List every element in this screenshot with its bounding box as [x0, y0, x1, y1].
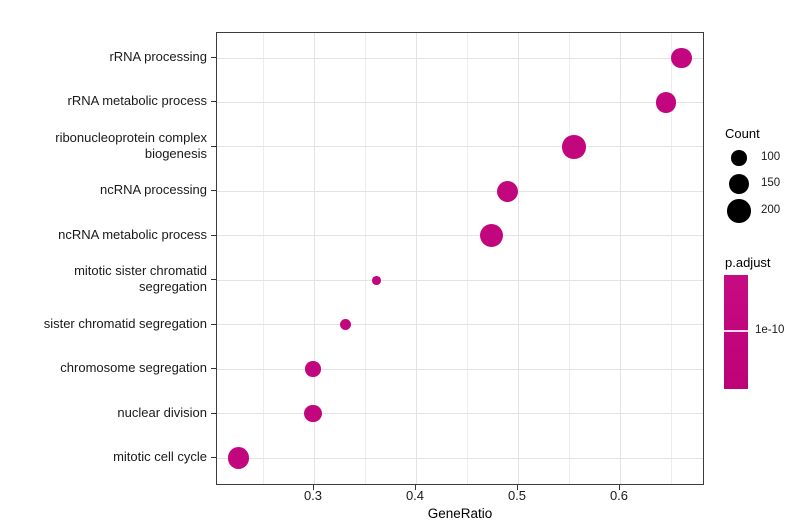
x-tick-mark	[415, 485, 416, 490]
data-point	[655, 92, 677, 113]
x-tick-mark	[517, 485, 518, 490]
y-axis-label: mitotic sister chromatid segregation	[74, 263, 207, 295]
colorbar-tick-label: 1e-10	[755, 323, 785, 336]
y-axis-label: rRNA metabolic process	[67, 93, 207, 109]
y-axis-labels: rRNA processing rRNA metabolic process rib…	[0, 32, 211, 485]
gridline-category	[217, 413, 703, 415]
count-legend-title: Count	[725, 126, 760, 141]
count-legend-circle	[731, 150, 747, 166]
count-legend-circle	[727, 199, 751, 223]
y-tick-mark	[211, 190, 216, 192]
gridline-category	[217, 279, 703, 281]
gridline-category	[217, 235, 703, 237]
y-axis-label: ncRNA processing	[100, 182, 207, 198]
padjust-colorbar	[724, 275, 748, 389]
data-point	[670, 47, 692, 69]
gridline-minor	[670, 33, 672, 484]
y-tick-mark	[211, 412, 216, 414]
gridline-category	[217, 146, 703, 148]
gridline-minor	[364, 33, 366, 484]
data-point	[227, 447, 250, 469]
y-axis-label: sister chromatid segregation	[43, 315, 207, 331]
y-tick-mark	[211, 101, 216, 103]
y-axis-label: nuclear division	[117, 404, 207, 420]
x-tick-mark	[313, 485, 314, 490]
gridline-minor	[262, 33, 264, 484]
gridline-major	[415, 33, 417, 484]
gridline-minor	[568, 33, 570, 484]
count-legend-value: 150	[761, 177, 781, 189]
gridline-minor	[466, 33, 468, 484]
gridline-major	[517, 33, 519, 484]
data-point	[562, 135, 586, 159]
count-legend-value: 200	[761, 204, 781, 216]
y-tick-mark	[211, 323, 216, 325]
y-tick-mark	[211, 234, 216, 236]
count-legend-value: 100	[761, 151, 781, 163]
gridline-category	[217, 324, 703, 326]
y-axis-label: chromosome segregation	[60, 360, 207, 376]
data-point	[497, 180, 519, 203]
data-point	[479, 224, 504, 248]
gridline-category	[217, 57, 703, 59]
data-point	[339, 318, 352, 331]
gridline-major	[619, 33, 621, 484]
colorbar-tick-mark	[724, 329, 748, 332]
y-axis-label: rRNA processing	[109, 49, 207, 64]
gridline-major	[313, 33, 315, 484]
y-tick-mark	[211, 145, 216, 147]
data-point	[305, 361, 321, 377]
y-axis-label: ncRNA metabolic process	[58, 226, 207, 242]
data-point	[304, 404, 322, 423]
gridline-category	[217, 101, 703, 103]
x-tick-mark	[619, 485, 620, 490]
plot-panel	[216, 32, 704, 485]
y-tick-mark	[211, 457, 216, 459]
gridline-category	[217, 368, 703, 370]
x-tick-label: 0.5	[507, 488, 527, 503]
padjust-legend-title: p.adjust	[725, 255, 771, 270]
y-tick-mark	[211, 57, 216, 58]
count-legend-circle	[728, 173, 749, 194]
x-axis-title: GeneRatio	[427, 506, 493, 521]
x-tick-label: 0.4	[405, 488, 425, 503]
x-tick-label: 0.3	[303, 488, 323, 503]
y-tick-mark	[211, 279, 216, 281]
gridline-category	[217, 190, 703, 192]
x-tick-label: 0.6	[609, 488, 629, 503]
data-point	[371, 275, 381, 285]
y-tick-mark	[211, 368, 216, 370]
y-axis-label: mitotic cell cycle	[113, 449, 207, 465]
gridline-category	[217, 457, 703, 459]
y-axis-label: ribonucleoprotein complex biogenesis	[55, 129, 207, 161]
